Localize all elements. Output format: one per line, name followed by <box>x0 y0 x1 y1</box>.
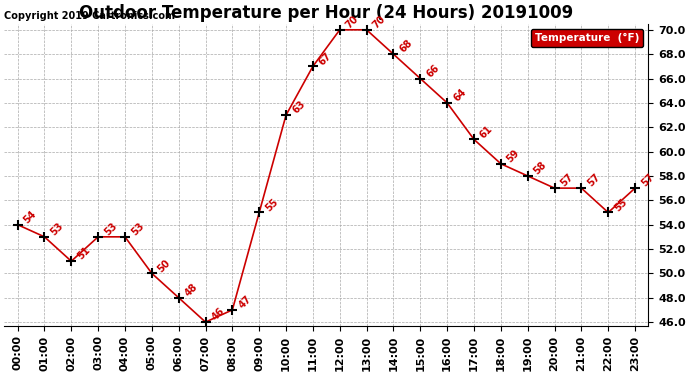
Text: 68: 68 <box>397 38 414 55</box>
Legend: Temperature  (°F): Temperature (°F) <box>531 29 643 47</box>
Text: 47: 47 <box>237 294 253 310</box>
Text: 53: 53 <box>129 221 146 237</box>
Text: 64: 64 <box>451 87 468 104</box>
Text: 59: 59 <box>505 148 522 164</box>
Text: Copyright 2019 Cartronics.com: Copyright 2019 Cartronics.com <box>4 11 175 21</box>
Text: 70: 70 <box>371 14 387 30</box>
Title: Outdoor Temperature per Hour (24 Hours) 20191009: Outdoor Temperature per Hour (24 Hours) … <box>79 4 573 22</box>
Text: 63: 63 <box>290 99 307 116</box>
Text: 55: 55 <box>264 196 280 213</box>
Text: 58: 58 <box>532 160 549 177</box>
Text: 54: 54 <box>22 209 39 225</box>
Text: 67: 67 <box>317 50 334 67</box>
Text: 70: 70 <box>344 14 361 30</box>
Text: 55: 55 <box>613 196 629 213</box>
Text: 57: 57 <box>586 172 602 189</box>
Text: 53: 53 <box>102 221 119 237</box>
Text: 46: 46 <box>210 306 226 323</box>
Text: 48: 48 <box>183 282 199 298</box>
Text: 57: 57 <box>639 172 656 189</box>
Text: 61: 61 <box>478 123 495 140</box>
Text: 66: 66 <box>424 63 441 79</box>
Text: 57: 57 <box>559 172 575 189</box>
Text: 50: 50 <box>156 257 172 274</box>
Text: 53: 53 <box>48 221 66 237</box>
Text: 51: 51 <box>75 245 92 262</box>
